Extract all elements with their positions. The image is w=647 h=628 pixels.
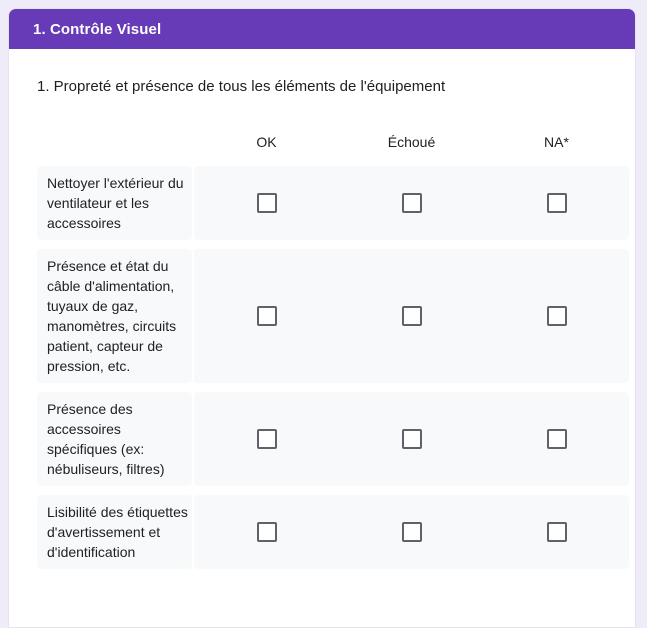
row-options: [194, 166, 629, 240]
grid-row-4: Lisibilité des étiquettes d'avertissemen…: [37, 495, 629, 569]
checkbox-r4-echoue[interactable]: [401, 522, 422, 542]
option-col: [194, 306, 339, 326]
section-title: 1. Contrôle Visuel: [33, 20, 162, 38]
form-section-card: 1. Contrôle Visuel 1. Propreté et présen…: [8, 8, 636, 628]
row-options: [194, 392, 629, 486]
grid-header-row: OK Échoué NA*: [37, 133, 629, 151]
option-col: [194, 522, 339, 542]
grid-row-1: Nettoyer l'extérieur du ventilateur et l…: [37, 166, 629, 240]
option-col: [194, 429, 339, 449]
checkbox-grid: OK Échoué NA* Nettoyer l'extérieur du ve…: [37, 133, 629, 569]
grid-row-2: Présence et état du câble d'alimentation…: [37, 249, 629, 383]
checkbox-r1-echoue[interactable]: [401, 193, 422, 213]
grid-rows: Nettoyer l'extérieur du ventilateur et l…: [37, 166, 629, 569]
column-header-ok: OK: [256, 134, 277, 150]
checkbox-r4-na[interactable]: [546, 522, 567, 542]
row-label: Présence des accessoires spécifiques (ex…: [37, 392, 192, 486]
checkbox-r3-ok[interactable]: [256, 429, 277, 449]
option-col: [484, 193, 629, 213]
row-label: Présence et état du câble d'alimentation…: [37, 249, 192, 383]
option-col: [484, 429, 629, 449]
row-options: [194, 249, 629, 383]
option-col: [339, 306, 484, 326]
checkbox-r2-ok[interactable]: [256, 306, 277, 326]
row-options: [194, 495, 629, 569]
checkbox-r1-na[interactable]: [546, 193, 567, 213]
grid-row-3: Présence des accessoires spécifiques (ex…: [37, 392, 629, 486]
checkbox-r3-na[interactable]: [546, 429, 567, 449]
checkbox-r3-echoue[interactable]: [401, 429, 422, 449]
checkbox-r2-echoue[interactable]: [401, 306, 422, 326]
option-col: [339, 522, 484, 542]
option-col: [339, 429, 484, 449]
page: { "section": { "title": "1. Contrôle Vis…: [8, 8, 636, 628]
grid-header-spacer: [37, 133, 194, 151]
row-label: Nettoyer l'extérieur du ventilateur et l…: [37, 166, 192, 240]
option-col: [484, 306, 629, 326]
column-header-na: NA*: [544, 134, 569, 150]
checkbox-r1-ok[interactable]: [256, 193, 277, 213]
section-header: 1. Contrôle Visuel: [9, 9, 635, 49]
row-label: Lisibilité des étiquettes d'avertissemen…: [37, 495, 192, 569]
option-col: [484, 522, 629, 542]
option-col: [339, 193, 484, 213]
checkbox-r4-ok[interactable]: [256, 522, 277, 542]
section-content: 1. Propreté et présence de tous les élém…: [9, 79, 635, 569]
question-title: 1. Propreté et présence de tous les élém…: [37, 78, 446, 95]
column-header-echoue: Échoué: [387, 134, 436, 150]
option-col: [194, 193, 339, 213]
checkbox-r2-na[interactable]: [546, 306, 567, 326]
